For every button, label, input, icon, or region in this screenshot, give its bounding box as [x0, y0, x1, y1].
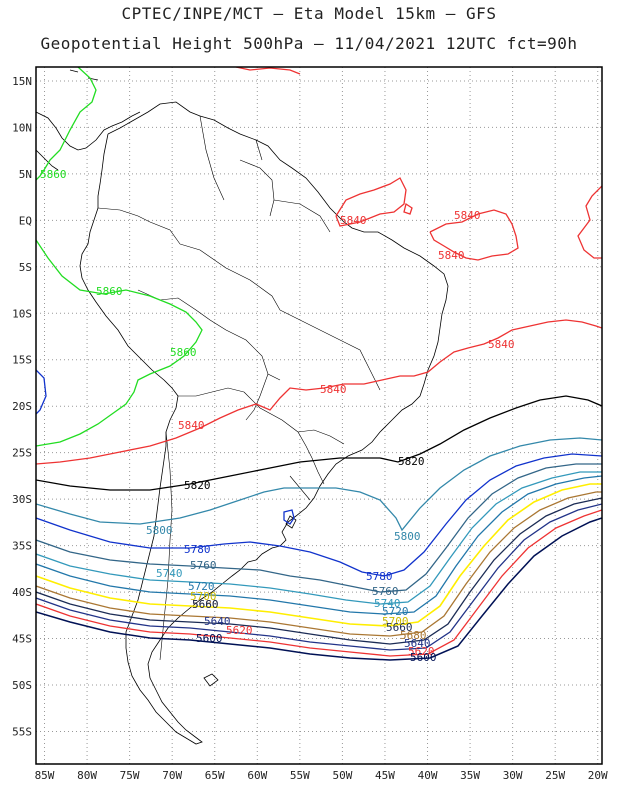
- contour-5740: [36, 471, 602, 605]
- contour-label: 5720: [382, 605, 409, 618]
- contour-label: 5760: [190, 559, 217, 572]
- lat-tick-label: 30S: [12, 493, 32, 506]
- lon-tick-label: 50W: [332, 769, 352, 782]
- lat-tick-label: 5S: [19, 261, 32, 274]
- contour-label: 5860: [96, 285, 123, 298]
- central-america-coast: [36, 69, 141, 171]
- contour-label: 5840: [438, 249, 465, 262]
- contour-label: 5600: [410, 651, 437, 664]
- lon-tick-label: 35W: [460, 769, 480, 782]
- contour-5840-small: [403, 202, 413, 215]
- contour-labels: 5860 5860 5860 5840 5840 5840 5840 5840 …: [40, 168, 515, 664]
- contour-label: 5820: [398, 455, 425, 468]
- contour-5860-west: [36, 369, 47, 415]
- contour-5840-east-atlantic: [429, 209, 519, 261]
- contour-5640: [36, 503, 602, 651]
- lon-tick-label: 75W: [120, 769, 140, 782]
- contour-5820: [36, 395, 602, 491]
- contour-label: 5840: [488, 338, 515, 351]
- lat-tick-label: 25S: [12, 447, 32, 460]
- lon-tick-label: 85W: [35, 769, 55, 782]
- contour-label: 5600: [196, 632, 223, 645]
- lon-tick-label: 55W: [290, 769, 310, 782]
- contour-5600: [36, 517, 602, 661]
- contour-label: 5840: [454, 209, 481, 222]
- lon-tick-label: 45W: [375, 769, 395, 782]
- contour-label: 5680: [192, 598, 219, 611]
- contour-label: 5840: [340, 214, 367, 227]
- contour-label: 5640: [204, 615, 231, 628]
- plot-frame: [35, 66, 603, 765]
- lat-tick-label: 35S: [12, 540, 32, 553]
- contour-5860-north: [36, 67, 97, 181]
- contour-5840-north-atlantic: [335, 177, 407, 227]
- grid-lines: [36, 67, 602, 764]
- lon-tick-label: 40W: [418, 769, 438, 782]
- axis-labels: 85W 80W 75W 70W 65W 60W 55W 50W 45W 40W 35W 30W 25W 2…: [12, 75, 608, 782]
- contour-5720: [36, 475, 602, 615]
- contour-lines: [36, 67, 602, 661]
- contour-5800: [36, 437, 602, 532]
- lon-tick-label: 20W: [588, 769, 608, 782]
- lat-tick-label: EQ: [19, 214, 32, 227]
- contour-5780: [36, 453, 602, 577]
- contour-5760: [36, 463, 602, 593]
- contour-label: 5640: [404, 637, 431, 650]
- contour-label: 5840: [178, 419, 205, 432]
- map-title: CPTEC/INPE/MCT – Eta Model 15km – GFS: [121, 4, 497, 23]
- lon-tick-label: 80W: [77, 769, 97, 782]
- contour-label: 5760: [372, 585, 399, 598]
- lon-tick-label: 60W: [247, 769, 267, 782]
- contour-5680: [36, 491, 602, 637]
- contour-5840-far-east: [577, 185, 602, 259]
- lat-tick-label: 55S: [12, 725, 32, 738]
- contour-label: 5620: [408, 645, 435, 658]
- contour-5780-cell: [283, 509, 295, 525]
- south-america-coast: [79, 101, 449, 745]
- lat-tick-label: 50S: [12, 679, 32, 692]
- contour-label: 5680: [400, 629, 427, 642]
- contour-label: 5660: [192, 598, 219, 611]
- contour-label: 5800: [146, 524, 173, 537]
- contour-label: 5720: [188, 580, 215, 593]
- lat-tick-label: 5N: [19, 168, 32, 181]
- contour-label: 5820: [184, 479, 211, 492]
- lat-tick-label: 45S: [12, 633, 32, 646]
- lon-tick-label: 70W: [162, 769, 182, 782]
- map-subtitle: Geopotential Height 500hPa – 11/04/2021 …: [40, 34, 578, 53]
- contour-label: 5700: [382, 615, 409, 628]
- contour-5620: [36, 509, 602, 657]
- contour-label: 5780: [184, 543, 211, 556]
- contour-label: 5860: [170, 346, 197, 359]
- lat-tick-label: 15N: [12, 75, 32, 88]
- contour-5700: [36, 483, 602, 627]
- contour-label: 5660: [386, 621, 413, 634]
- lat-tick-label: 40S: [12, 586, 32, 599]
- contour-5840-main: [36, 319, 602, 465]
- plot-area: [36, 67, 602, 764]
- lat-tick-label: 10S: [12, 307, 32, 320]
- contour-label: 5780: [366, 570, 393, 583]
- contour-label: 5800: [394, 530, 421, 543]
- contour-label: 5700: [190, 590, 217, 603]
- contour-5660: [36, 497, 602, 645]
- contour-label: 5740: [374, 597, 401, 610]
- contour-5840-top: [235, 67, 301, 75]
- contour-5860-south: [36, 239, 203, 447]
- contour-label: 5860: [40, 168, 67, 181]
- lon-tick-label: 65W: [205, 769, 225, 782]
- lat-tick-label: 20S: [12, 400, 32, 413]
- lat-tick-label: 10N: [12, 121, 32, 134]
- contour-label: 5840: [320, 383, 347, 396]
- lat-tick-label: 15S: [12, 354, 32, 367]
- lon-tick-label: 25W: [545, 769, 565, 782]
- lon-tick-label: 30W: [503, 769, 523, 782]
- contour-label: 5620: [226, 624, 253, 637]
- contour-label: 5740: [156, 567, 183, 580]
